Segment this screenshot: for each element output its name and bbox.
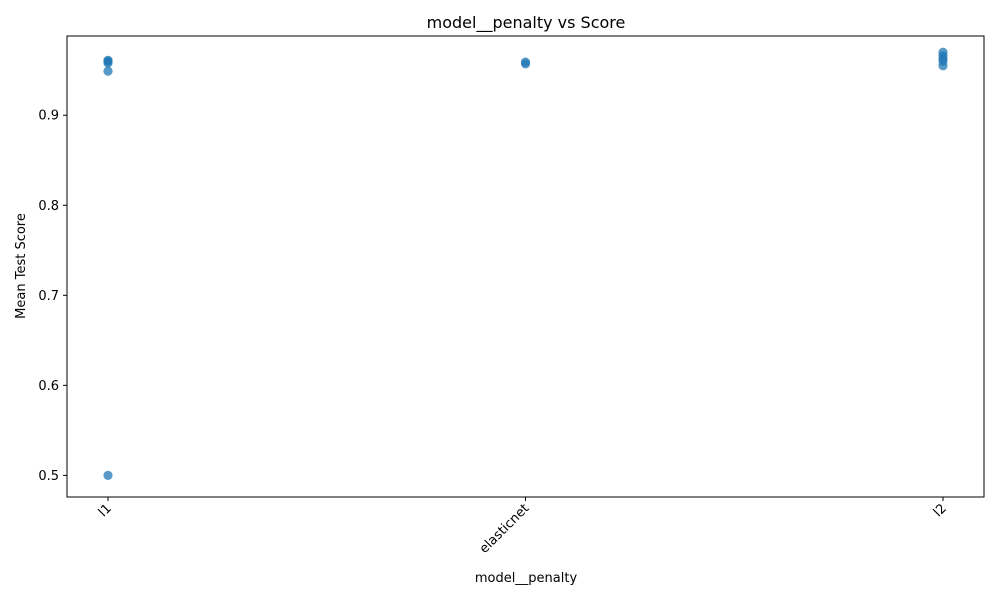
x-tick-label: l1: [96, 501, 115, 520]
data-point: [103, 470, 113, 480]
y-tick-label: 0.7: [38, 289, 59, 304]
x-tick-label: l2: [931, 501, 950, 520]
chart-title: model__penalty vs Score: [427, 13, 626, 33]
y-tick-label: 0.9: [38, 109, 59, 124]
y-tick-label: 0.8: [38, 199, 59, 214]
data-points: [103, 47, 948, 480]
y-axis-ticks: 0.5 0.6 0.7 0.8 0.9: [38, 109, 67, 484]
data-point: [520, 57, 531, 67]
x-axis-ticks: l1 elasticnet l2: [96, 497, 950, 557]
plot-area-frame: [66, 35, 985, 498]
y-tick-label: 0.5: [38, 469, 59, 484]
y-tick-label: 0.6: [38, 379, 59, 394]
data-point: [938, 47, 948, 57]
data-point: [103, 55, 113, 65]
data-point: [103, 66, 113, 76]
x-axis-label: model__penalty: [475, 571, 578, 586]
y-axis-label: Mean Test Score: [14, 213, 29, 319]
x-tick-label: elasticnet: [477, 501, 533, 557]
